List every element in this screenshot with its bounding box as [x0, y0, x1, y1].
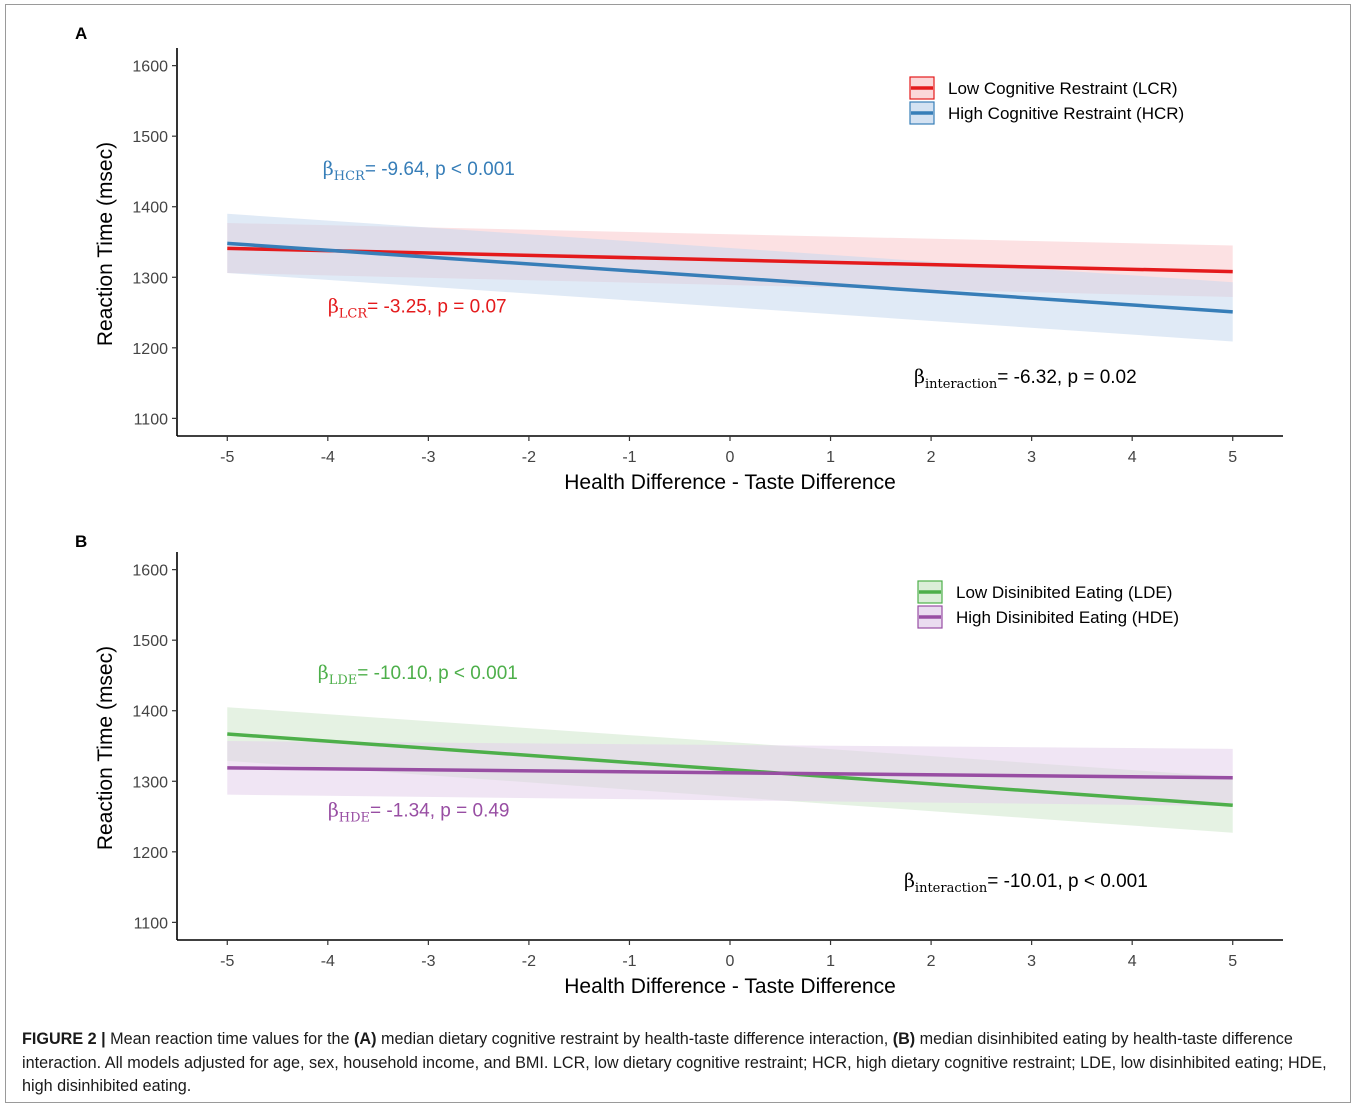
- x-tick-label: -4: [321, 953, 335, 970]
- caption-text-2: median dietary cognitive restraint by he…: [376, 1030, 893, 1048]
- x-tick-label: -4: [321, 449, 335, 466]
- y-tick-label: 1300: [132, 270, 168, 287]
- series-line-0: [227, 732, 1233, 808]
- x-tick-label: -1: [622, 449, 636, 466]
- y-tick-label: 1200: [132, 341, 168, 358]
- legend-entry: Low Disinibited Eating (LDE): [956, 583, 1172, 602]
- beta-value: = -6.32, p = 0.02: [997, 367, 1136, 388]
- y-axis-title: Reaction Time (msec): [94, 142, 117, 346]
- x-tick-label: 0: [726, 953, 735, 970]
- legend-entry: Low Cognitive Restraint (LCR): [948, 79, 1178, 98]
- beta-value: = -3.25, p = 0.07: [367, 297, 506, 318]
- legend-entry: High Disinibited Eating (HDE): [956, 608, 1179, 627]
- x-tick-label: -3: [421, 953, 435, 970]
- beta-symbol: β: [328, 296, 339, 318]
- x-tick-label: 2: [927, 449, 936, 466]
- y-tick-label: 1500: [132, 633, 168, 650]
- figure-caption: FIGURE 2 | Mean reaction time values for…: [22, 1028, 1327, 1099]
- figure-frame: [5, 4, 1351, 1103]
- series-line-0: [227, 246, 1233, 274]
- x-tick-label: -1: [622, 953, 636, 970]
- beta-annotation-0: βLDE= -10.10, p < 0.001: [318, 662, 518, 688]
- x-tick-label: -2: [522, 449, 536, 466]
- figure-chart: A 1100 1200 1300 1400 1500 1600 -5 -4 -3 -2 -1 0 1 2 3 4…: [75, 24, 1283, 998]
- y-tick-label: 1600: [132, 563, 168, 580]
- beta-subscript: LDE: [329, 673, 358, 688]
- x-tick-label: 2: [927, 953, 936, 970]
- beta-symbol: β: [323, 158, 334, 180]
- beta-annotation-0: βHCR= -9.64, p < 0.001: [323, 158, 515, 184]
- beta-subscript: LCR: [339, 307, 369, 322]
- caption-a-label: (A): [354, 1030, 377, 1048]
- beta-symbol: β: [904, 870, 915, 892]
- beta-value: = -1.34, p = 0.49: [370, 801, 509, 822]
- x-tick-label: 1: [826, 953, 835, 970]
- beta-annotation-2: βinteraction= -6.32, p = 0.02: [914, 366, 1137, 392]
- beta-symbol: β: [328, 800, 339, 822]
- beta-subscript: HCR: [334, 169, 366, 184]
- beta-value: = -10.01, p < 0.001: [987, 871, 1148, 892]
- y-tick-label: 1200: [132, 845, 168, 862]
- x-tick-label: -5: [220, 449, 234, 466]
- x-tick-label: -5: [220, 953, 234, 970]
- x-tick-label: 3: [1027, 449, 1036, 466]
- caption-text-3: median disinhibited eating by health-tas…: [22, 1030, 1327, 1095]
- x-tick-label: 5: [1228, 953, 1237, 970]
- y-tick-label: 1400: [132, 200, 168, 217]
- panel-a: A 1100 1200 1300 1400 1500 1600 -5 -4 -3 -2 -1 0 1 2 3 4…: [75, 24, 1283, 494]
- x-tick-label: 1: [826, 449, 835, 466]
- legend-entry: High Cognitive Restraint (HCR): [948, 104, 1184, 123]
- y-tick-label: 1600: [132, 59, 168, 76]
- beta-value: = -10.10, p < 0.001: [357, 663, 518, 684]
- x-tick-label: -2: [522, 953, 536, 970]
- y-tick-label: 1100: [134, 411, 169, 428]
- series-line-1: [227, 766, 1233, 780]
- beta-subscript: interaction: [915, 881, 988, 896]
- x-axis-title: Health Difference - Taste Difference: [564, 471, 896, 494]
- panel-label: B: [75, 532, 87, 551]
- caption-figure-label: FIGURE 2 |: [22, 1030, 106, 1048]
- y-tick-label: 1400: [132, 704, 168, 721]
- beta-annotation-2: βinteraction= -10.01, p < 0.001: [904, 870, 1148, 896]
- x-tick-label: 4: [1128, 449, 1137, 466]
- series-line-1: [227, 241, 1233, 314]
- y-axis-title: Reaction Time (msec): [94, 646, 117, 850]
- panel-b: B 1100 1200 1300 1400 1500 1600 -5 -4 -3 -2 -1 0 1 2 3 4…: [75, 532, 1283, 998]
- panel-label: A: [75, 24, 87, 43]
- beta-symbol: β: [914, 366, 925, 388]
- caption-b-label: (B): [892, 1030, 916, 1048]
- y-tick-label: 1100: [134, 915, 169, 932]
- beta-value: = -9.64, p < 0.001: [365, 159, 515, 180]
- y-tick-label: 1500: [132, 129, 168, 146]
- x-axis-title: Health Difference - Taste Difference: [564, 975, 896, 998]
- y-tick-label: 1300: [132, 774, 168, 791]
- x-tick-label: -3: [421, 449, 435, 466]
- x-tick-label: 4: [1128, 953, 1137, 970]
- x-tick-label: 3: [1027, 953, 1036, 970]
- beta-subscript: HDE: [339, 811, 370, 826]
- beta-annotation-1: βLCR= -3.25, p = 0.07: [328, 296, 507, 322]
- x-tick-label: 0: [726, 449, 735, 466]
- caption-text-1: Mean reaction time values for the: [105, 1030, 355, 1048]
- x-tick-label: 5: [1228, 449, 1237, 466]
- beta-annotation-1: βHDE= -1.34, p = 0.49: [328, 800, 510, 826]
- beta-subscript: interaction: [925, 377, 998, 392]
- beta-symbol: β: [318, 662, 329, 684]
